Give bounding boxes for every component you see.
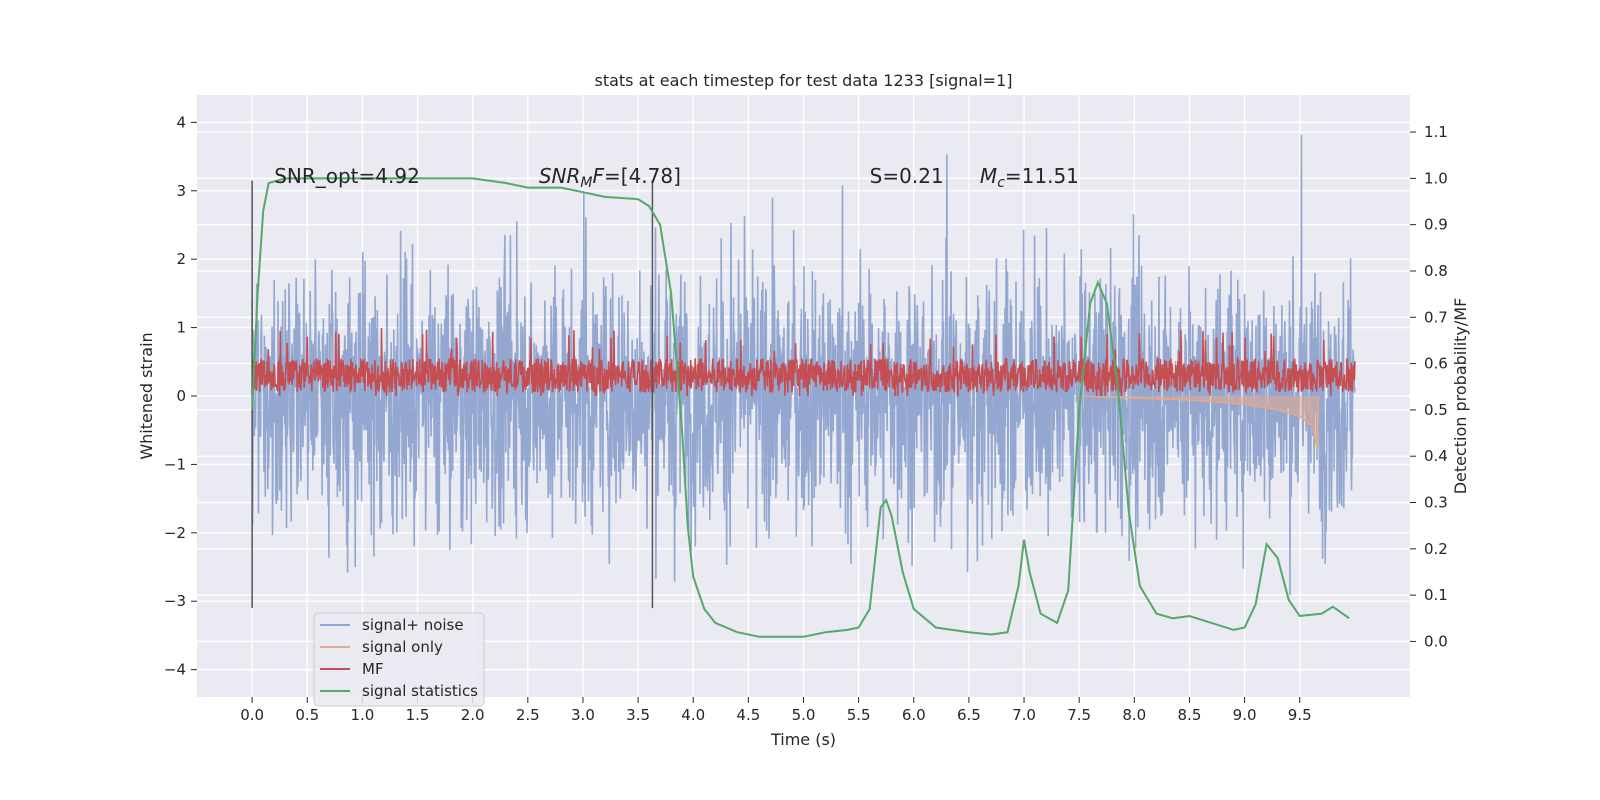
x-tick-label: 0.5 xyxy=(295,706,319,724)
y-axis-ticks: −4 −3 −2 −1 0 1 2 3 4 xyxy=(164,113,197,679)
y2-tick-label: 0.5 xyxy=(1424,401,1448,419)
x-axis-label: Time (s) xyxy=(770,730,836,749)
x-tick-label: 8.0 xyxy=(1122,706,1146,724)
y2-tick-label: 1.0 xyxy=(1424,169,1448,187)
x-tick-label: 4.0 xyxy=(681,706,705,724)
y2-tick-label: 0.6 xyxy=(1424,355,1448,373)
y-tick-label: −2 xyxy=(164,524,186,542)
chart-title: stats at each timestep for test data 123… xyxy=(594,71,1012,90)
y2-tick-label: 0.7 xyxy=(1424,308,1448,326)
y2-tick-label: 0.4 xyxy=(1424,447,1448,465)
x-tick-label: 7.0 xyxy=(1012,706,1036,724)
y-tick-label: 2 xyxy=(176,250,186,268)
annotation-snr-mf: SNRMF=[4.78] xyxy=(539,164,681,191)
mf-series xyxy=(251,327,1356,397)
legend-box xyxy=(313,612,485,707)
y2-tick-label: 0.8 xyxy=(1424,262,1448,280)
x-tick-label: 8.5 xyxy=(1178,706,1202,724)
signal-only-series xyxy=(1079,395,1320,451)
legend-label: MF xyxy=(362,660,384,678)
y2-tick-label: 0.0 xyxy=(1424,632,1448,650)
x-tick-label: 2.5 xyxy=(516,706,540,724)
x-tick-label: 2.0 xyxy=(461,706,485,724)
y-tick-label: 1 xyxy=(176,319,186,337)
x-axis-ticks: 0.0 0.5 1.0 1.5 2.0 2.5 3.0 3.5 4.0 4.5 5.0 5.5 6.0 6… xyxy=(240,697,1312,724)
legend-label: signal only xyxy=(362,638,443,656)
signal-statistics-series xyxy=(251,177,1350,638)
x-tick-label: 9.5 xyxy=(1288,706,1312,724)
x-tick-label: 1.0 xyxy=(350,706,374,724)
y-tick-label: −3 xyxy=(164,592,186,610)
signal-only-line xyxy=(1079,395,1320,451)
y-tick-label: −1 xyxy=(164,455,186,473)
legend-label: signal+ noise xyxy=(362,616,464,634)
y2-tick-label: 0.9 xyxy=(1424,216,1448,234)
x-tick-label: 5.5 xyxy=(847,706,871,724)
x-tick-label: 4.5 xyxy=(736,706,760,724)
x-tick-label: 0.0 xyxy=(240,706,264,724)
signal-noise-line xyxy=(251,134,1356,596)
x-tick-label: 6.0 xyxy=(902,706,926,724)
x-tick-label: 3.5 xyxy=(626,706,650,724)
annotation-s: S=0.21 xyxy=(870,164,944,188)
annotations: SNR_opt=4.92 SNRMF=[4.78] S=0.21 Mc=11.51 xyxy=(274,164,1079,191)
x-tick-label: 9.0 xyxy=(1233,706,1257,724)
y-tick-label: 4 xyxy=(176,113,186,131)
x-tick-label: 5.0 xyxy=(792,706,816,724)
y-tick-label: 3 xyxy=(176,182,186,200)
y2-tick-label: 0.3 xyxy=(1424,494,1448,512)
annotation-mc: Mc=11.51 xyxy=(980,164,1079,191)
signal-noise-series xyxy=(251,134,1356,596)
y2-tick-label: 0.1 xyxy=(1424,586,1448,604)
mf-line xyxy=(251,327,1356,397)
y2-tick-label: 1.1 xyxy=(1424,123,1448,141)
y2-tick-label: 0.2 xyxy=(1424,540,1448,558)
y-tick-label: 0 xyxy=(176,387,186,405)
signal-statistics-line xyxy=(251,177,1350,638)
x-tick-label: 3.0 xyxy=(571,706,595,724)
y-axis-label: Whitened strain xyxy=(137,332,156,459)
x-tick-label: 7.5 xyxy=(1067,706,1091,724)
x-tick-label: 6.5 xyxy=(957,706,981,724)
legend: signal+ noise signal only MF signal statist… xyxy=(313,612,485,707)
legend-label: signal statistics xyxy=(362,682,478,700)
annotation-snr-opt: SNR_opt=4.92 xyxy=(274,164,420,188)
y-tick-label: −4 xyxy=(164,661,186,679)
y2-axis-ticks: 0.0 0.1 0.2 0.3 0.4 0.5 0.6 0.7 0.8 0.9 1.0 1.1 xyxy=(1410,123,1448,650)
x-tick-label: 1.5 xyxy=(406,706,430,724)
y2-axis-label: Detection probability/MF xyxy=(1451,298,1470,495)
